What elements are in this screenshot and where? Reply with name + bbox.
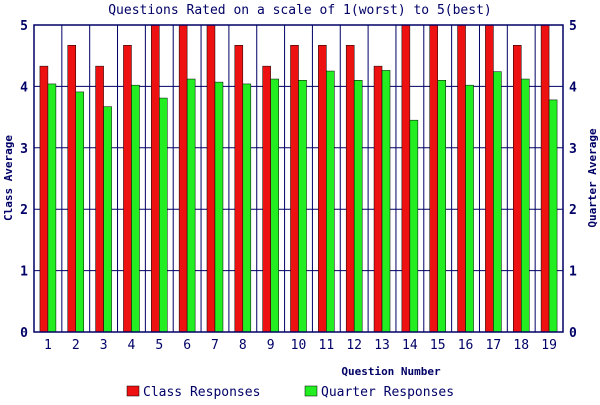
y-tick-label-right: 1 xyxy=(569,265,577,280)
y-tick-label-right: 0 xyxy=(569,326,577,341)
y-tick-label-right: 4 xyxy=(569,80,577,95)
x-tick-label: 14 xyxy=(402,338,418,353)
x-tick-label: 12 xyxy=(346,338,362,353)
bar-class-responses xyxy=(234,45,244,333)
bar-class-responses xyxy=(318,45,327,333)
x-tick-label: 2 xyxy=(72,338,80,353)
x-tick-label: 13 xyxy=(374,338,390,353)
bar-class-responses xyxy=(345,45,355,333)
bar-class-responses xyxy=(67,45,77,333)
bar-quarter-responses xyxy=(465,84,474,333)
bar-quarter-responses xyxy=(520,78,530,333)
plot-frame xyxy=(33,24,564,333)
bar-class-responses xyxy=(39,65,49,333)
x-tick-label: 16 xyxy=(458,338,474,353)
bar-quarter-responses xyxy=(103,106,112,333)
legend-label: Class Responses xyxy=(143,385,260,400)
x-tick-label: 6 xyxy=(183,338,191,353)
bar-quarter-responses xyxy=(159,97,168,333)
legend-swatch xyxy=(126,385,140,397)
bar-class-responses xyxy=(290,45,299,333)
bar-quarter-responses xyxy=(437,80,446,333)
x-tick-label: 18 xyxy=(513,338,529,353)
bar-class-responses xyxy=(373,65,383,333)
x-tick-label: 10 xyxy=(291,338,307,353)
legend-swatch xyxy=(304,385,318,397)
bar-class-responses xyxy=(429,24,438,333)
bar-quarter-responses xyxy=(326,70,335,333)
y-axis-label-right: Quarter Average xyxy=(586,128,599,228)
y-tick-label-right: 5 xyxy=(569,19,577,34)
bar-quarter-responses xyxy=(548,99,558,333)
bar-quarter-responses xyxy=(270,78,279,333)
legend: Class Responses Quarter Responses xyxy=(126,385,454,400)
x-tick-label: 17 xyxy=(486,338,502,353)
x-tick-label: 1 xyxy=(44,338,52,353)
bar-quarter-responses xyxy=(381,70,391,333)
bar-quarter-responses xyxy=(298,80,307,333)
bar-quarter-responses xyxy=(186,78,196,333)
bar-quarter-responses xyxy=(493,71,502,333)
bar-class-responses xyxy=(512,45,522,333)
bar-quarter-responses xyxy=(214,81,224,333)
bar-quarter-responses xyxy=(47,83,57,333)
bar-class-responses xyxy=(401,24,411,333)
bar-class-responses xyxy=(540,24,550,333)
bar-quarter-responses xyxy=(75,91,85,333)
y-tick-label-left: 2 xyxy=(20,203,28,218)
y-tick-label-left: 1 xyxy=(20,265,28,280)
x-tick-label: 19 xyxy=(541,338,557,353)
bar-quarter-responses xyxy=(409,119,419,333)
bar-class-responses xyxy=(151,24,160,333)
x-tick-label: 8 xyxy=(239,338,247,353)
y-tick-label-left: 3 xyxy=(20,142,28,157)
legend-label: Quarter Responses xyxy=(321,385,454,400)
bar-class-responses xyxy=(95,65,104,333)
y-tick-label-left: 4 xyxy=(20,80,28,95)
bar-quarter-responses xyxy=(353,80,363,333)
x-tick-label: 5 xyxy=(155,338,163,353)
x-tick-label: 7 xyxy=(211,338,219,353)
x-tick-label: 4 xyxy=(128,338,136,353)
x-tick-label: 15 xyxy=(430,338,446,353)
bar-class-responses xyxy=(457,24,466,333)
y-tick-label-right: 2 xyxy=(569,203,577,218)
bar-class-responses xyxy=(262,65,271,333)
x-tick-label: 9 xyxy=(267,338,275,353)
x-tick-label: 11 xyxy=(319,338,335,353)
y-axis-label-left: Class Average xyxy=(2,135,15,221)
bar-quarter-responses xyxy=(242,83,252,333)
x-axis-label: Question Number xyxy=(341,365,441,378)
bar-quarter-responses xyxy=(131,84,140,333)
x-tick-label: 3 xyxy=(100,338,108,353)
bar-class-responses xyxy=(206,24,216,333)
chart-title: Questions Rated on a scale of 1(worst) t… xyxy=(108,3,492,18)
bar-class-responses xyxy=(178,24,188,333)
bar-class-responses xyxy=(123,45,132,333)
y-tick-label-right: 3 xyxy=(569,142,577,157)
bar-class-responses xyxy=(485,24,494,333)
y-tick-label-left: 5 xyxy=(20,19,28,34)
y-tick-label-left: 0 xyxy=(20,326,28,341)
